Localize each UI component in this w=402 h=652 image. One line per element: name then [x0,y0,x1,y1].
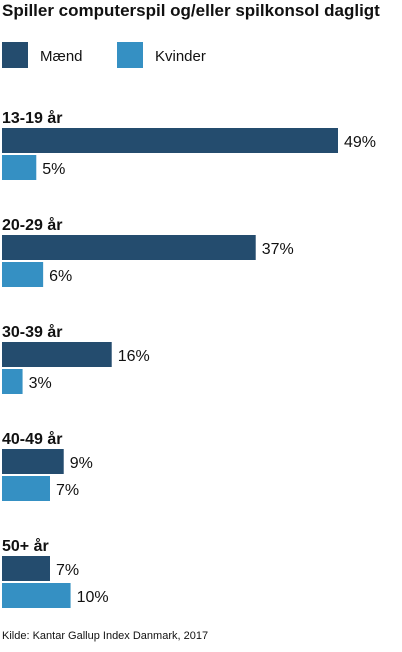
value-label: 10% [77,589,109,606]
legend-item-1: Mænd [2,42,83,68]
value-label: 3% [29,375,52,392]
bar-maend [2,449,64,474]
legend-item-2: Kvinder [117,42,206,68]
bar-kvinder [2,155,37,180]
bar-kvinder [2,583,71,608]
category-label: 40-49 år [2,430,63,448]
value-label: 16% [118,348,150,365]
bar-maend [2,128,338,153]
bar-group: 50+ år 7% 10% [2,537,109,608]
value-label: 7% [56,562,79,579]
bar-groups: 13-19 år 49% 5% 20-29 år 37% 6% 30-39 år 16% 3% 4… [2,109,376,608]
bar-kvinder [2,369,23,394]
value-label: 7% [56,482,79,499]
value-label: 5% [42,161,65,178]
bar-maend [2,342,112,367]
category-label: 13-19 år [2,109,63,127]
legend-label: Mænd [40,48,83,65]
legend-swatch [117,42,143,68]
bar-kvinder [2,262,44,287]
value-label: 49% [344,134,376,151]
category-label: 20-29 år [2,216,63,234]
bar-group: 30-39 år 16% 3% [2,323,150,394]
category-label: 50+ år [2,537,49,555]
value-label: 6% [49,268,72,285]
value-label: 9% [70,455,93,472]
value-label: 37% [262,241,294,258]
category-label: 30-39 år [2,323,63,341]
legend-label: Kvinder [155,48,206,65]
bar-group: 40-49 år 9% 7% [2,430,93,501]
bar-group: 20-29 år 37% 6% [2,216,294,287]
legend-swatch [2,42,28,68]
bar-maend [2,556,50,581]
bar-group: 13-19 år 49% 5% [2,109,376,180]
chart-title: Spiller computerspil og/eller spilkonsol… [2,1,380,20]
legend: Mænd Kvinder [2,42,206,68]
bar-maend [2,235,256,260]
source-note: Kilde: Kantar Gallup Index Danmark, 2017 [2,630,208,642]
bar-kvinder [2,476,50,501]
